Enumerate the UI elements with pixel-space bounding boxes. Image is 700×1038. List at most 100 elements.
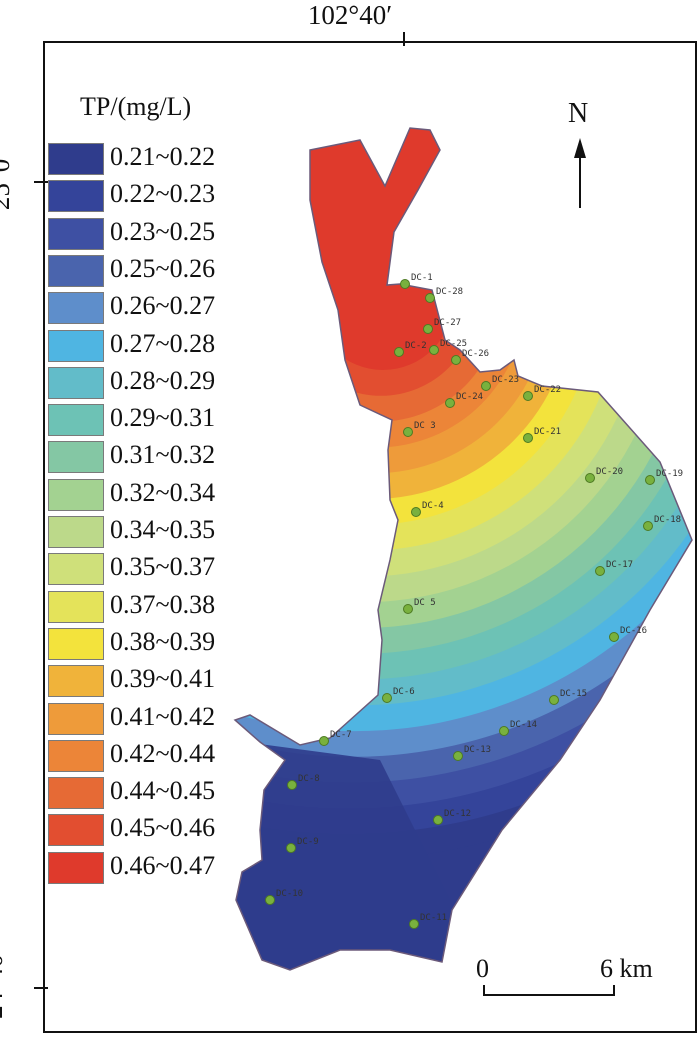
station-marker — [382, 693, 392, 703]
legend-label: 0.32~0.34 — [110, 477, 216, 507]
legend-swatch — [48, 814, 104, 847]
legend-label: 0.23~0.25 — [110, 216, 216, 246]
station-label: DC-17 — [606, 560, 633, 570]
legend-label: 0.21~0.22 — [110, 142, 216, 171]
station-marker — [609, 632, 619, 642]
legend-item: 0.21~0.22 — [48, 140, 258, 177]
station-label: DC-15 — [560, 689, 587, 699]
scale-end-label: 6 km — [600, 954, 653, 983]
legend-swatch — [48, 665, 104, 698]
longitude-label: 102°40′ — [307, 0, 393, 30]
legend-label: 0.26~0.27 — [110, 291, 216, 321]
station-label: DC-1 — [411, 273, 433, 283]
station-marker — [481, 381, 491, 391]
legend-swatch — [48, 441, 104, 474]
legend-item: 0.27~0.28 — [48, 327, 258, 364]
station-label: DC-23 — [492, 375, 519, 385]
legend-label: 0.37~0.38 — [110, 589, 216, 619]
station-marker — [429, 345, 439, 355]
station-label: DC-20 — [596, 467, 623, 477]
legend-item: 0.46~0.47 — [48, 849, 258, 886]
legend-label: 0.34~0.35 — [110, 515, 216, 544]
legend-item: 0.38~0.39 — [48, 625, 258, 662]
legend-swatch — [48, 590, 104, 623]
latitude-label-bottom: 24°40′ — [0, 948, 8, 1019]
station-marker — [433, 815, 443, 825]
legend-item: 0.22~0.23 — [48, 177, 258, 214]
legend-swatch — [48, 739, 104, 772]
legend-swatch — [48, 702, 104, 735]
legend-label: 0.27~0.28 — [110, 328, 216, 358]
legend-swatch — [48, 516, 104, 548]
station-marker — [409, 919, 419, 929]
legend-label: 0.39~0.41 — [110, 664, 216, 694]
station-marker — [425, 293, 435, 303]
legend-label: 0.38~0.39 — [110, 626, 216, 656]
legend-item: 0.31~0.32 — [48, 438, 258, 475]
legend-item: 0.29~0.31 — [48, 401, 258, 438]
station-label: DC-11 — [420, 913, 447, 923]
station-marker — [643, 521, 653, 531]
legend-item: 0.26~0.27 — [48, 289, 258, 326]
station-label: DC-6 — [393, 687, 415, 697]
legend-label: 0.31~0.32 — [110, 440, 216, 470]
station-marker — [451, 355, 461, 365]
station-label: DC-28 — [436, 287, 463, 297]
station-label: DC-4 — [422, 501, 444, 511]
legend-label: 0.44~0.45 — [110, 776, 216, 806]
legend-item: 0.35~0.37 — [48, 550, 258, 587]
legend-item: 0.25~0.26 — [48, 252, 258, 289]
legend-label: 0.41~0.42 — [110, 701, 216, 731]
station-label: DC-10 — [276, 889, 303, 899]
scale-start-label: 0 — [476, 954, 489, 983]
legend-label: 0.35~0.37 — [110, 552, 216, 582]
station-label: DC-7 — [330, 730, 352, 740]
station-marker — [445, 398, 455, 408]
station-marker — [265, 895, 275, 905]
station-label: DC-18 — [654, 515, 681, 525]
station-marker — [403, 427, 413, 437]
legend-swatch — [48, 627, 104, 660]
legend-label: 0.46~0.47 — [110, 850, 216, 880]
station-label: DC-22 — [534, 385, 561, 395]
station-marker — [394, 347, 404, 357]
legend-item: 0.37~0.38 — [48, 588, 258, 625]
station-label: DC-8 — [298, 774, 320, 784]
station-marker — [411, 507, 421, 517]
legend-swatch — [48, 404, 104, 437]
station-label: DC-2 — [405, 341, 427, 351]
legend-item: 0.23~0.25 — [48, 215, 258, 252]
station-marker — [403, 604, 413, 614]
north-arrow — [574, 138, 586, 208]
station-marker — [523, 433, 533, 443]
station-marker — [423, 324, 433, 334]
station-label: DC-24 — [456, 392, 483, 402]
station-label: DC-27 — [434, 318, 461, 328]
legend-item: 0.42~0.44 — [48, 737, 258, 774]
station-label: DC-12 — [444, 809, 471, 819]
station-label: DC-13 — [464, 745, 491, 755]
map-frame — [43, 41, 697, 1033]
legend-item: 0.44~0.45 — [48, 774, 258, 811]
legend-swatch — [48, 553, 104, 586]
legend-item: 0.39~0.41 — [48, 662, 258, 699]
legend-swatch — [48, 329, 104, 362]
station-marker — [645, 475, 655, 485]
scale-bar — [483, 985, 615, 996]
station-label: DC-19 — [656, 469, 683, 479]
monitoring-stations: DC-1 DC-2 DC 3 DC-4 DC 5 DC-6 DC-7 DC-8 DC-9 DC-1… — [265, 273, 683, 929]
legend-label: 0.22~0.23 — [110, 179, 216, 209]
latitude-label-top: 25°0′ — [0, 152, 16, 211]
legend-swatch — [48, 254, 104, 287]
legend-swatch — [48, 366, 104, 399]
station-label: DC-16 — [620, 626, 647, 636]
station-marker — [499, 726, 509, 736]
station-label: DC 5 — [414, 598, 436, 608]
station-marker — [319, 736, 329, 746]
station-marker — [400, 279, 410, 289]
legend-item: 0.34~0.35 — [48, 513, 258, 550]
legend-swatch — [48, 478, 104, 511]
legend-label: 0.29~0.31 — [110, 403, 216, 433]
legend-label: 0.28~0.29 — [110, 365, 216, 395]
legend-label: 0.42~0.44 — [110, 738, 216, 768]
